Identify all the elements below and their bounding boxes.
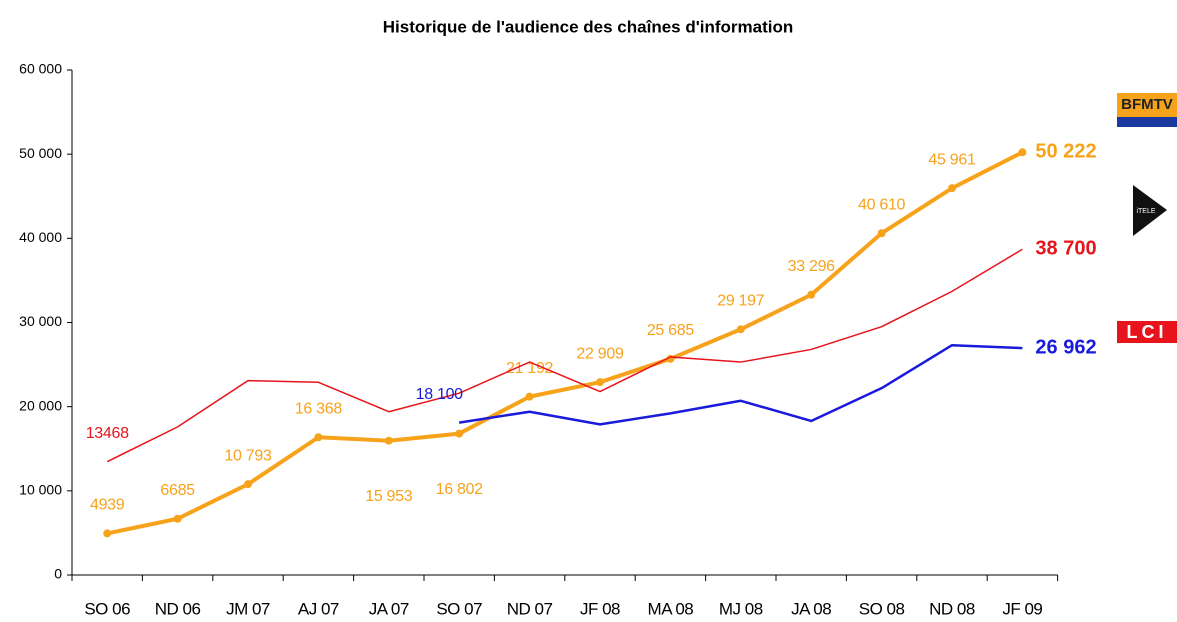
point xyxy=(455,429,464,438)
x-tick-label: JA 07 xyxy=(369,599,409,618)
series-line xyxy=(106,248,1023,463)
point xyxy=(173,514,182,523)
data-label: 13468 xyxy=(86,425,129,442)
data-label: 16 368 xyxy=(295,400,343,417)
y-tick-label: 50 000 xyxy=(19,145,62,161)
x-tick-label: JA 08 xyxy=(791,599,831,618)
data-label: 18 100 xyxy=(416,386,464,403)
point xyxy=(807,290,816,299)
y-tick-label: 10 000 xyxy=(19,482,62,498)
logo-bg xyxy=(1117,321,1177,343)
data-label: 40 610 xyxy=(858,196,906,213)
data-label: 26 962 xyxy=(1035,336,1096,358)
data-label: 15 953 xyxy=(365,488,413,505)
legend-label: iTELE xyxy=(1136,208,1155,215)
y-tick-label: 40 000 xyxy=(19,229,62,245)
data-label: 6685 xyxy=(160,482,195,499)
series-line xyxy=(459,343,1023,426)
x-tick-label: SO 07 xyxy=(436,599,482,618)
point xyxy=(525,392,534,401)
point xyxy=(103,529,112,538)
data-label: 45 961 xyxy=(928,151,976,168)
point xyxy=(244,480,252,489)
data-label: 16 802 xyxy=(436,481,484,498)
x-tick-label: SO 08 xyxy=(859,599,905,618)
point xyxy=(1018,148,1027,157)
logo-bfm: BFMTV xyxy=(1117,93,1177,127)
logo-band xyxy=(1117,117,1177,127)
x-tick-label: JF 08 xyxy=(580,599,620,618)
data-label: 4939 xyxy=(90,497,125,514)
y-tick-label: 0 xyxy=(54,566,62,582)
x-tick-label: SO 06 xyxy=(84,599,130,618)
logo-shape xyxy=(1133,185,1167,236)
x-tick-label: MJ 08 xyxy=(719,599,763,618)
point xyxy=(384,436,393,445)
y-tick-label: 20 000 xyxy=(19,397,62,413)
logo-itele: iTELE xyxy=(1133,185,1167,236)
x-tick-label: MA 08 xyxy=(648,599,694,618)
point xyxy=(877,229,886,238)
point xyxy=(314,433,323,442)
legend-label: LCI xyxy=(1127,322,1168,342)
x-tick-label: JF 09 xyxy=(1002,599,1042,618)
data-label: 10 793 xyxy=(224,447,272,464)
y-tick-label: 60 000 xyxy=(19,61,62,77)
logo-lci: LCI xyxy=(1117,321,1177,343)
x-tick-label: ND 06 xyxy=(155,599,201,618)
data-label: 25 685 xyxy=(647,322,695,339)
y-tick-label: 30 000 xyxy=(19,313,62,329)
point xyxy=(596,378,604,387)
point xyxy=(736,325,745,334)
x-tick-label: AJ 07 xyxy=(298,599,339,618)
data-label: 50 222 xyxy=(1035,141,1096,163)
legend-label: BFMTV xyxy=(1121,96,1173,113)
point xyxy=(948,184,956,193)
data-label: 22 909 xyxy=(576,345,624,362)
x-tick-label: ND 07 xyxy=(507,599,553,618)
x-tick-label: JM 07 xyxy=(226,599,270,618)
chart-title: Historique de l'audience des chaînes d'i… xyxy=(383,17,794,36)
data-label: 33 296 xyxy=(788,258,836,275)
series-line xyxy=(106,150,1024,536)
x-tick-label: ND 08 xyxy=(929,599,975,618)
data-label: 38 700 xyxy=(1035,238,1096,260)
data-label: 21 192 xyxy=(506,360,554,377)
data-label: 29 197 xyxy=(717,292,765,309)
